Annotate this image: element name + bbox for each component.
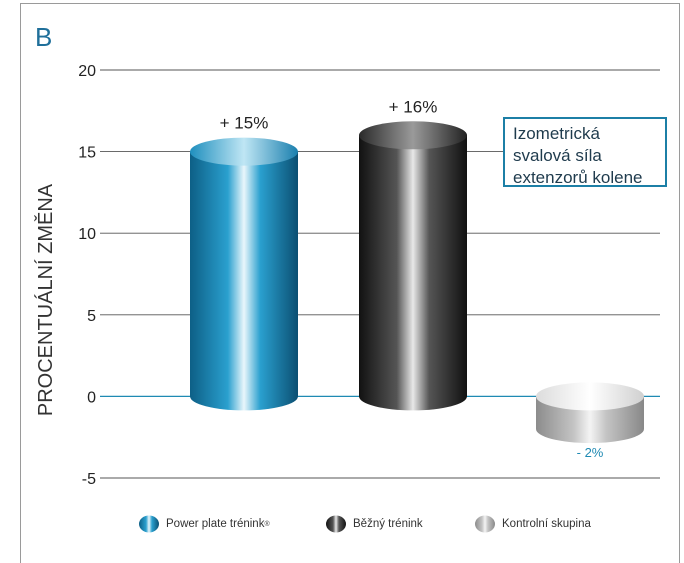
data-label: + 16% <box>389 97 438 116</box>
legend-item-kontrolni: Kontrolní skupina <box>474 514 591 534</box>
bar-0 <box>190 137 298 411</box>
y-tick-label: 10 <box>78 226 96 243</box>
legend-swatch-blue <box>139 515 159 533</box>
legend-item-bezny: Běžný trénink <box>325 514 423 534</box>
legend-label: Power plate trénink <box>166 518 265 530</box>
annotation-line: svalová síla <box>513 146 602 165</box>
bar-chart: 20 15 10 5 0 -5 + 15% + 16% - 2% PROCENTUÁLNÍ Z… <box>34 63 660 488</box>
data-label: - 2% <box>577 445 604 460</box>
y-tick-label: 20 <box>78 63 96 80</box>
bar-body <box>359 135 467 411</box>
bar-body <box>190 151 298 411</box>
bar-1 <box>359 121 467 411</box>
legend-swatch-grey <box>475 515 495 533</box>
y-axis-title: PROCENTUÁLNÍ ZMĚNA <box>34 183 57 416</box>
bar-2 <box>536 382 644 444</box>
legend-label: Běžný trénink <box>353 518 423 530</box>
legend-sup: ® <box>264 520 270 528</box>
data-label: + 15% <box>220 114 269 133</box>
legend-item-power-plate: Power plate trénink ® <box>138 514 270 534</box>
annotation-line: extenzorů kolene <box>513 168 643 187</box>
annotation-box: Izometrická svalová síla extenzorů kolen… <box>503 117 667 187</box>
y-tick-label: 5 <box>87 308 96 325</box>
y-tick-label: 15 <box>78 145 96 162</box>
bar-cap <box>536 382 644 411</box>
legend-swatch-black <box>326 515 346 533</box>
legend-label: Kontrolní skupina <box>502 518 591 530</box>
y-tick-label: 0 <box>87 389 96 406</box>
y-tick-label: -5 <box>82 471 96 488</box>
chart-frame <box>20 3 680 563</box>
bar-cap <box>190 137 298 166</box>
bar-cap <box>359 121 467 150</box>
panel-label: B <box>35 22 53 52</box>
annotation-line: Izometrická <box>513 124 600 143</box>
